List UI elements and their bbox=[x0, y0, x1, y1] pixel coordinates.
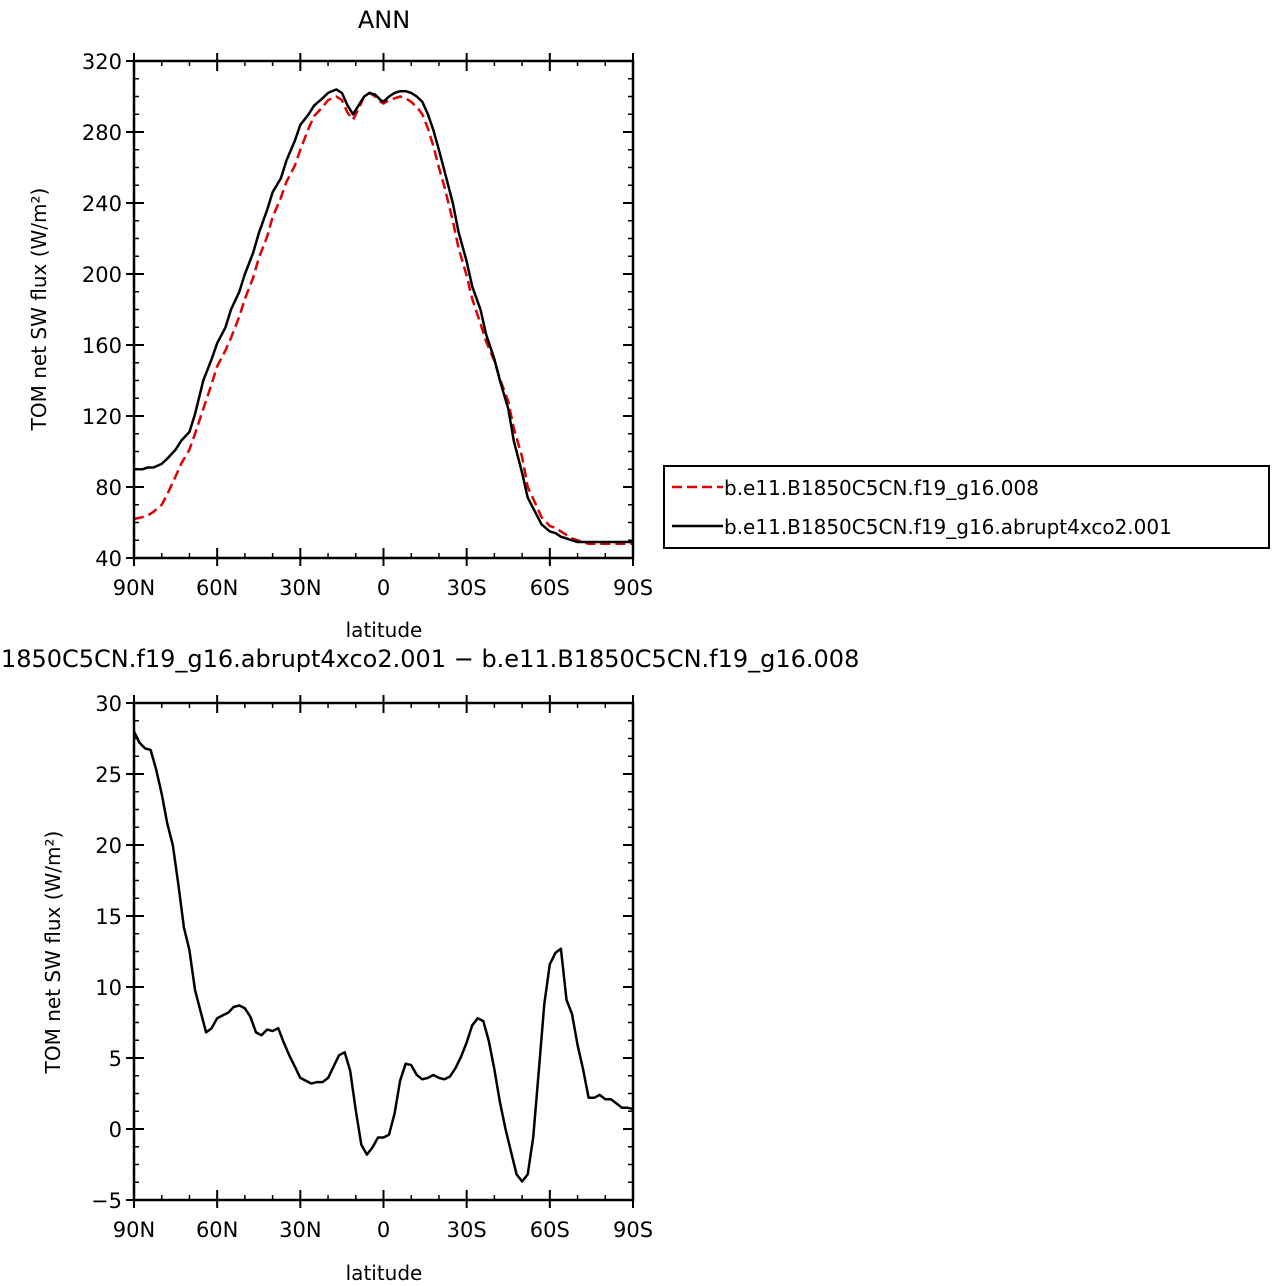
top-x-tick-labels: 90N 60N 30N 0 30S 60S 90S bbox=[113, 576, 653, 600]
x-tick-label: 60N bbox=[196, 576, 238, 600]
legend-label-control: b.e11.B1850C5CN.f19_g16.008 bbox=[724, 476, 1039, 500]
y-tick-label: 200 bbox=[82, 263, 122, 287]
top-plot-frame bbox=[132, 59, 635, 560]
bot-series-line-0 bbox=[132, 730, 634, 1183]
x-tick-label: 30N bbox=[279, 576, 321, 600]
x-tick-label: 0 bbox=[377, 1218, 390, 1242]
x-tick-label: 30N bbox=[279, 1218, 321, 1242]
top-chart-title: ANN bbox=[358, 6, 410, 34]
bottom-chart-title: b.e11.B1850C5CN.f19_g16.abrupt4xco2.001 … bbox=[0, 645, 859, 673]
y-tick-label: 80 bbox=[95, 476, 122, 500]
y-tick-label: 160 bbox=[82, 334, 122, 358]
y-tick-label: 320 bbox=[82, 50, 122, 74]
bottom-y-tick-labels: −5 0 5 10 15 20 25 30 bbox=[91, 692, 122, 1213]
bottom-panel: b.e11.B1850C5CN.f19_g16.abrupt4xco2.001 … bbox=[0, 645, 859, 1285]
legend-box bbox=[663, 465, 1270, 549]
x-tick-label: 60S bbox=[530, 576, 570, 600]
bottom-x-axis-label: latitude bbox=[346, 1261, 423, 1285]
x-tick-label: 0 bbox=[377, 576, 390, 600]
top-series-line-0 bbox=[133, 91, 633, 546]
legend-label-abrupt4xco2: b.e11.B1850C5CN.f19_g16.abrupt4xco2.001 bbox=[724, 515, 1172, 539]
y-tick-label: −5 bbox=[91, 1189, 122, 1213]
top-x-axis-label: latitude bbox=[346, 618, 423, 642]
top-panel: ANN 40 80 120 160 200 240 280 320 90N 60N 30N 0 30S… bbox=[27, 6, 653, 642]
y-tick-label: 5 bbox=[109, 1047, 122, 1071]
x-tick-label: 30S bbox=[447, 1218, 487, 1242]
y-tick-label: 10 bbox=[95, 976, 122, 1000]
y-tick-label: 25 bbox=[95, 763, 122, 787]
x-tick-label: 90S bbox=[613, 576, 653, 600]
y-tick-label: 40 bbox=[95, 547, 122, 571]
y-tick-label: 240 bbox=[82, 192, 122, 216]
y-tick-label: 0 bbox=[109, 1118, 122, 1142]
bottom-y-axis-label: TOM net SW flux (W/m²) bbox=[41, 831, 65, 1075]
bottom-plot-frame bbox=[132, 701, 635, 1202]
legend: b.e11.B1850C5CN.f19_g16.008 b.e11.B1850C… bbox=[663, 465, 1270, 549]
top-y-axis-label: TOM net SW flux (W/m²) bbox=[27, 188, 51, 432]
bottom-series-lines bbox=[132, 730, 634, 1183]
x-tick-label: 60S bbox=[530, 1218, 570, 1242]
top-series-line-1 bbox=[134, 88, 633, 544]
top-series-lines bbox=[133, 88, 633, 546]
bottom-x-tick-labels: 90N 60N 30N 0 30S 60S 90S bbox=[113, 1218, 653, 1242]
y-tick-label: 280 bbox=[82, 121, 122, 145]
x-tick-label: 60N bbox=[196, 1218, 238, 1242]
top-axis-ticks bbox=[126, 53, 634, 566]
top-y-tick-labels: 40 80 120 160 200 240 280 320 bbox=[82, 50, 122, 571]
y-tick-label: 30 bbox=[95, 692, 122, 716]
x-tick-label: 90S bbox=[613, 1218, 653, 1242]
x-tick-label: 90N bbox=[113, 1218, 155, 1242]
y-tick-label: 15 bbox=[95, 905, 122, 929]
x-tick-label: 30S bbox=[447, 576, 487, 600]
x-tick-label: 90N bbox=[113, 576, 155, 600]
y-tick-label: 20 bbox=[95, 834, 122, 858]
y-tick-label: 120 bbox=[82, 405, 122, 429]
